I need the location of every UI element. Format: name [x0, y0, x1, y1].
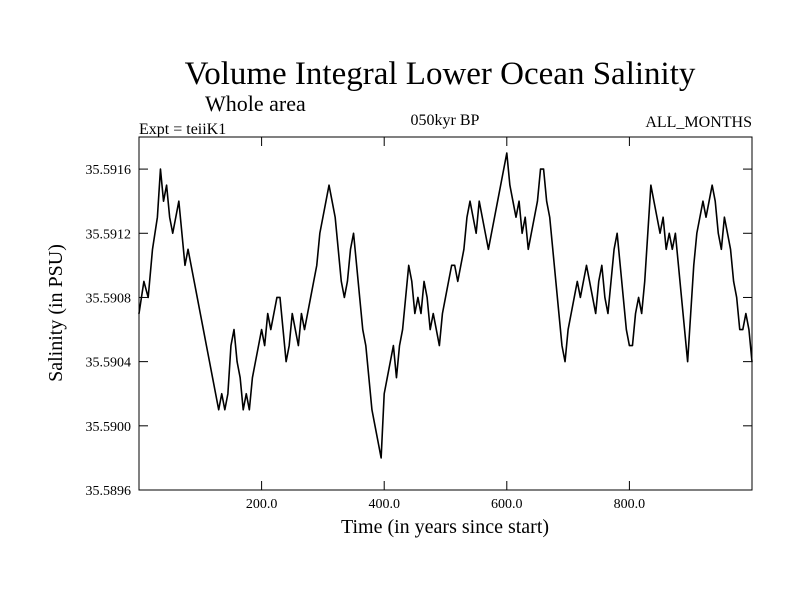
salinity-series-line: [138, 152, 753, 459]
x-tick-label: 400.0: [368, 497, 400, 512]
months-label: ALL_MONTHS: [645, 114, 752, 131]
y-axis-label: Salinity (in PSU): [45, 244, 67, 382]
x-tick-label: 600.0: [491, 497, 523, 512]
y-ticks: 35.5896 35.5900 35.5904 35.5908 35.5912 35.59…: [86, 163, 752, 499]
x-ticks: 200.0 400.0 600.0 800.0: [246, 137, 645, 512]
y-tick-label: 35.5900: [86, 420, 132, 435]
period-label: 050kyr BP: [411, 112, 480, 129]
chart-subtitle: Whole area: [205, 91, 306, 116]
x-tick-label: 200.0: [246, 497, 278, 512]
y-tick-label: 35.5896: [86, 484, 132, 499]
y-tick-label: 35.5912: [86, 227, 132, 242]
plot-frame: [138, 136, 753, 491]
experiment-label: Expt = teiiK1: [139, 121, 226, 138]
x-tick-label: 800.0: [614, 497, 646, 512]
x-axis-label: Time (in years since start): [341, 516, 549, 538]
y-tick-label: 35.5904: [86, 356, 132, 371]
y-tick-label: 35.5916: [86, 163, 132, 178]
y-tick-label: 35.5908: [86, 291, 132, 306]
chart-title: Volume Integral Lower Ocean Salinity: [185, 56, 696, 92]
